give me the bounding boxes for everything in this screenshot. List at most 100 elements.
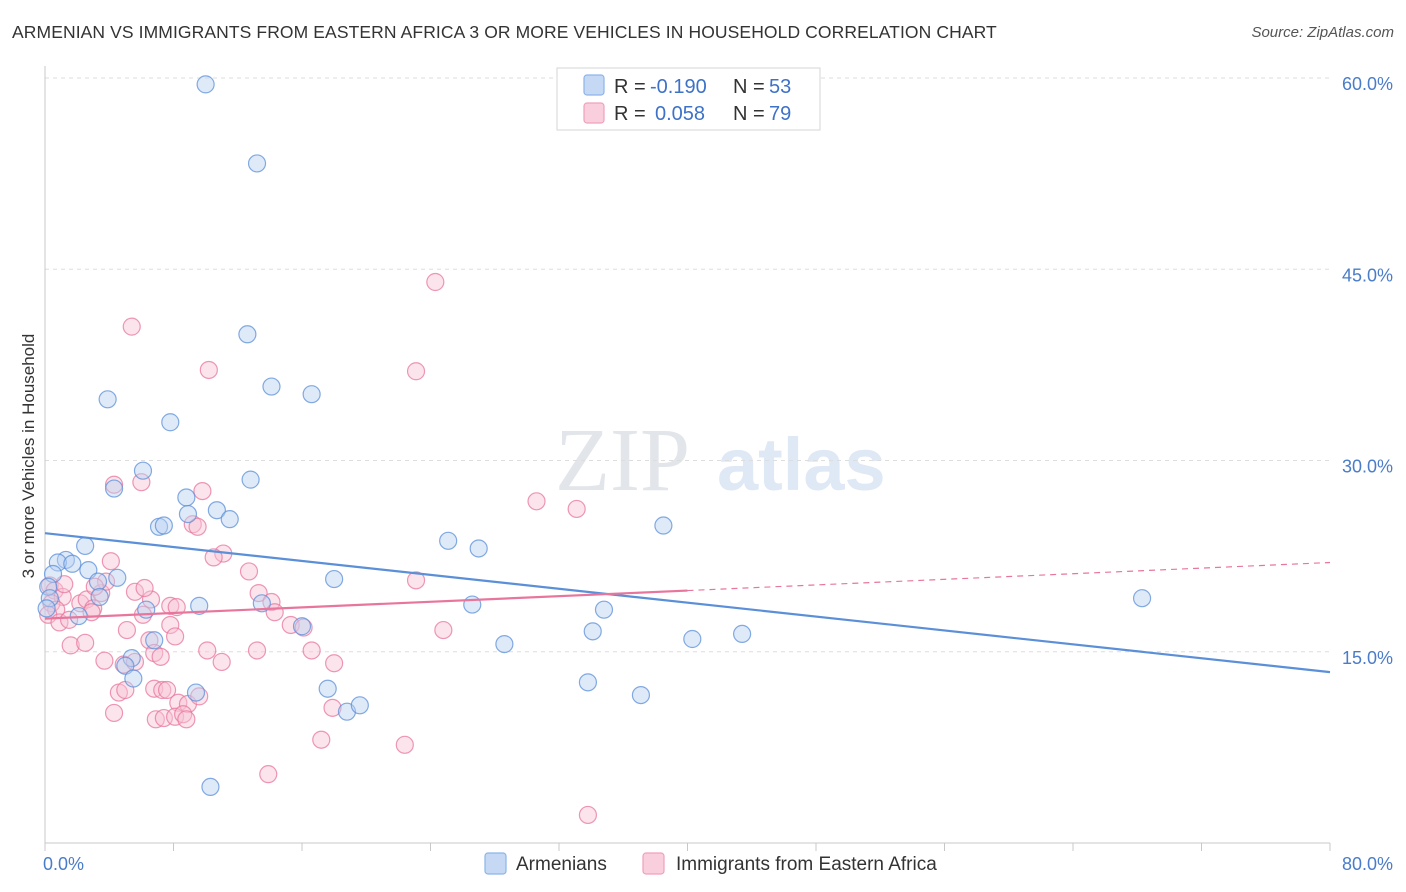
eastern-africa-point [395, 735, 414, 754]
trend-line-armenians [44, 532, 1331, 674]
armenians-point [145, 631, 164, 650]
armenians-point [325, 569, 344, 589]
trend-line-eastern-africa-extension [687, 561, 1331, 592]
armenians-point [318, 679, 337, 698]
y-axis-label: 3 or more Vehicles in Household [19, 334, 38, 579]
eastern-africa-point [167, 598, 186, 617]
eastern-africa-point [247, 641, 267, 660]
armenians-point [594, 600, 614, 619]
eastern-africa-point [249, 583, 268, 603]
eastern-africa-point [188, 517, 207, 536]
armenians-point [733, 624, 752, 644]
eastern-africa-point [166, 627, 185, 646]
legend-n-label-1: N = [733, 76, 765, 98]
eastern-africa-point [76, 633, 95, 652]
armenians-point [178, 504, 198, 524]
eastern-africa-point [59, 610, 79, 629]
armenians-point [578, 673, 598, 692]
trend-lines [44, 532, 1331, 674]
bottom-legend-armenians: Armenians [516, 854, 607, 875]
armenians-point [262, 377, 281, 396]
eastern-africa-point [174, 705, 193, 724]
bottom-legend-eastern-africa: Immigrants from Eastern Africa [676, 854, 937, 875]
armenians-point [1132, 589, 1152, 608]
eastern-africa-point [122, 317, 141, 336]
armenians-point [90, 587, 109, 607]
trend-line-eastern-africa [44, 589, 688, 620]
legend-r-value-1: -0.190 [650, 76, 707, 98]
armenians-point [495, 634, 514, 654]
eastern-africa-point [204, 548, 223, 567]
legend-r-label-1: R = [614, 76, 646, 98]
eastern-africa-point [199, 360, 218, 380]
eastern-africa-point [426, 272, 445, 292]
series-legend: Armenians Immigrants from Eastern Africa [484, 852, 937, 875]
eastern-africa-point [161, 615, 180, 635]
legend-swatch-armenians [583, 74, 605, 96]
eastern-africa-point [85, 577, 104, 596]
armenians-point [108, 568, 127, 587]
eastern-africa-point [135, 578, 154, 598]
armenians-point [238, 325, 257, 344]
eastern-africa-point [434, 620, 453, 640]
armenians-point [201, 777, 220, 797]
armenians-point [104, 479, 124, 498]
correlation-legend: R = -0.190 N = 53 R = 0.058 N = 79 [556, 67, 821, 131]
eastern-africa-point [132, 473, 151, 492]
armenians-point [683, 629, 702, 649]
armenians-point [220, 510, 239, 529]
eastern-africa-point [302, 641, 321, 660]
eastern-africa-point [323, 698, 342, 717]
y-tick-label: 15.0% [1342, 648, 1393, 668]
eastern-africa-point [406, 362, 426, 381]
eastern-africa-point [325, 654, 344, 673]
eastern-africa-point [151, 647, 170, 666]
eastern-africa-point [262, 592, 281, 612]
armenians-point [583, 622, 602, 641]
legend-n-value-2: 79 [769, 103, 791, 125]
armenians-point [469, 539, 488, 558]
eastern-africa-point [61, 636, 80, 655]
eastern-africa-point [259, 765, 278, 784]
eastern-africa-point [101, 552, 120, 571]
tick-labels: 15.0% 30.0% 45.0% 60.0% 0.0% 80.0% [43, 74, 1393, 874]
armenians-point [252, 594, 271, 613]
eastern-africa-point [578, 805, 598, 825]
eastern-africa-point [125, 582, 145, 601]
armenians-point [186, 683, 206, 702]
eastern-africa-point [117, 620, 137, 640]
armenians-point [190, 596, 209, 615]
series-armenians-points [37, 75, 1152, 797]
chart-title: ARMENIAN VS IMMIGRANTS FROM EASTERN AFRI… [12, 22, 997, 42]
axes [44, 66, 1331, 851]
legend-r-label-2: R = [614, 103, 646, 125]
legend-n-value-1: 53 [769, 76, 791, 98]
armenians-point [350, 696, 369, 715]
eastern-africa-point [406, 571, 426, 590]
y-tick-label: 45.0% [1342, 265, 1393, 285]
chart-source: Source: ZipAtlas.com [1251, 24, 1394, 41]
armenians-point [292, 617, 312, 636]
eastern-africa-point [95, 651, 114, 670]
y-tick-label: 30.0% [1342, 457, 1393, 477]
x-tick-label: 0.0% [43, 854, 84, 874]
eastern-africa-point [141, 590, 161, 609]
armenians-point [48, 553, 67, 572]
eastern-africa-point [212, 652, 231, 672]
armenians-point [247, 154, 267, 173]
armenians-point [439, 531, 458, 550]
armenians-point [654, 516, 673, 535]
eastern-africa-point [312, 730, 331, 749]
armenians-point [137, 600, 156, 619]
eastern-africa-point [169, 693, 188, 712]
armenians-point [124, 669, 143, 688]
series-eastern-africa-points [39, 272, 598, 825]
armenians-point [177, 488, 196, 507]
eastern-africa-point [239, 562, 259, 581]
x-tick-label: 80.0% [1342, 854, 1393, 874]
grid-lines [45, 77, 1330, 653]
bottom-legend-swatch-armenians [484, 852, 507, 875]
legend-n-label-2: N = [733, 103, 765, 125]
eastern-africa-point [153, 680, 172, 700]
